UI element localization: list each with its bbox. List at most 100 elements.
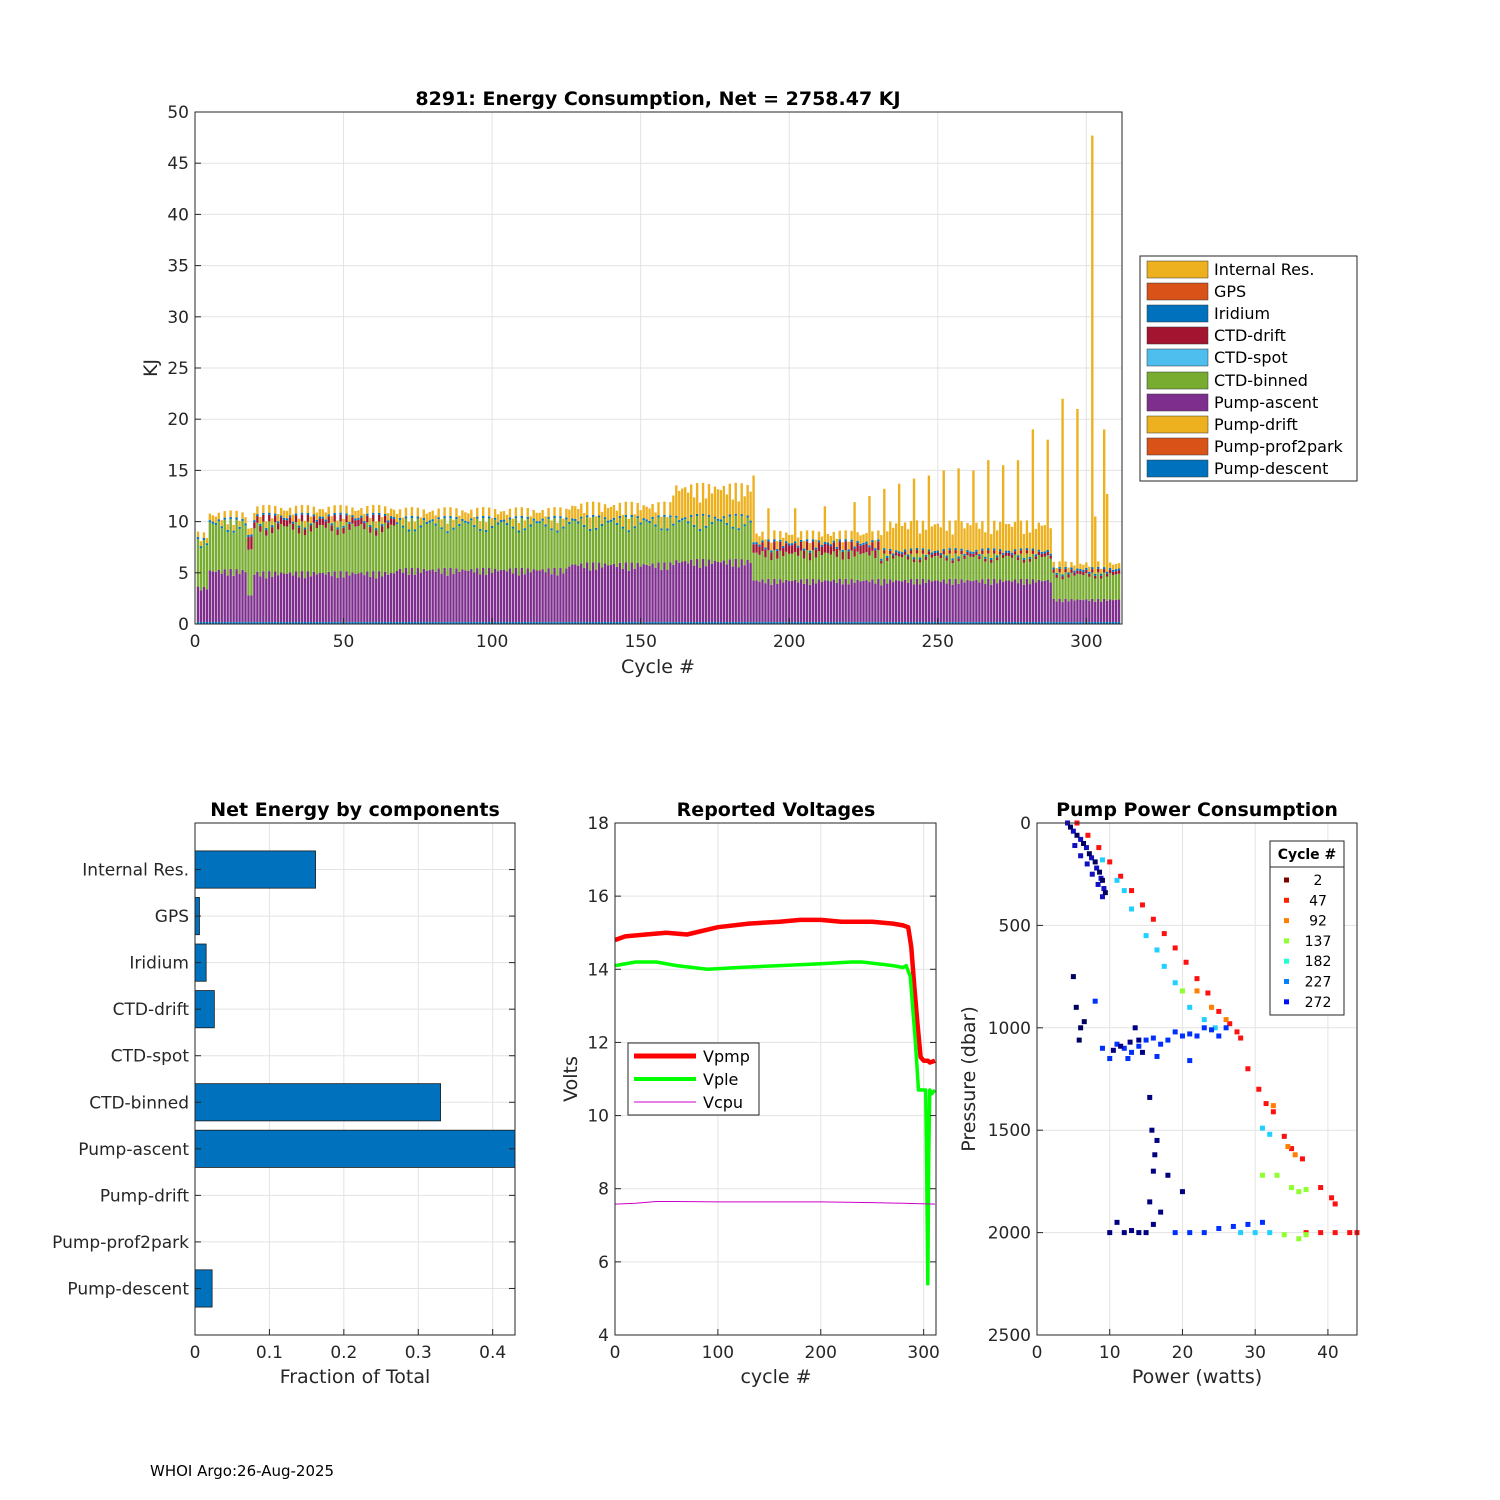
energy-y-tick-label: 10: [167, 513, 189, 533]
energy-bar-pump-ascent: [467, 570, 470, 622]
energy-bar-iridium: [470, 518, 473, 521]
energy-bar-pump-ascent: [889, 579, 892, 622]
energy-bar-internal-res: [226, 524, 229, 531]
energy-bar-internal-res: [707, 484, 711, 515]
energy-bar-internal-res: [701, 482, 705, 514]
energy-bar-pump-ascent: [672, 564, 675, 622]
energy-bar-internal-res: [621, 514, 625, 527]
pump-power-point: [1267, 1230, 1273, 1236]
energy-bar-pump-ascent: [782, 582, 785, 622]
energy-bar-iridium: [223, 517, 226, 520]
energy-bar-pump-descent: [360, 621, 363, 624]
energy-bar-iridium: [262, 512, 265, 515]
energy-bar-ctd-binned: [250, 549, 253, 596]
energy-bar-ctd-binned: [517, 532, 521, 576]
pump-power-point: [1081, 840, 1087, 846]
energy-bar-iridium: [250, 534, 253, 537]
energy-bar-pump-ascent: [663, 562, 666, 622]
energy-bar-iridium: [681, 518, 684, 521]
energy-bar-ctd-binned: [603, 519, 607, 564]
components-y-tick-label: CTD-spot: [111, 1047, 190, 1067]
energy-bar-pump-descent: [826, 621, 830, 624]
energy-bar-ctd-binned: [972, 556, 975, 582]
energy-bar-pump-ascent: [291, 575, 295, 622]
energy-bar-pump-ascent: [229, 568, 232, 622]
energy-bar-pump-ascent: [701, 558, 705, 622]
energy-bar-pump-ascent: [832, 579, 835, 622]
energy-bar-ctd-binned: [520, 518, 524, 568]
energy-bar-pump-ascent: [802, 583, 806, 622]
energy-bar-ctd-binned: [547, 518, 550, 569]
pump-power-point: [1143, 1037, 1149, 1043]
energy-bar-internal-res: [253, 512, 256, 521]
energy-bar-iridium: [464, 520, 467, 523]
energy-bar-pump-descent: [354, 621, 357, 624]
energy-bar-internal-res: [1100, 568, 1103, 574]
energy-bar-ctd-binned: [395, 524, 399, 572]
energy-bar-internal-res: [369, 518, 372, 525]
energy-bar-iridium: [357, 517, 360, 520]
energy-bar-pump-ascent: [826, 580, 830, 622]
pump-power-y-tick-label: 500: [999, 916, 1031, 936]
pump-power-point: [1147, 1094, 1153, 1100]
components-bar: [194, 1083, 441, 1122]
pump-power-point: [1161, 931, 1167, 937]
energy-bar-pump-descent: [440, 621, 443, 624]
pump-power-point: [1095, 881, 1101, 887]
pump-power-point: [1289, 1185, 1295, 1191]
energy-bar-iridium: [1025, 548, 1029, 551]
energy-bar-ctd-binned: [1094, 578, 1097, 602]
energy-bar-ctd-drift: [327, 516, 330, 523]
energy-bar-iridium: [960, 548, 963, 551]
energy-bar-iridium: [205, 543, 209, 546]
energy-bar-pump-descent: [514, 621, 518, 624]
energy-bar-ctd-binned: [660, 530, 663, 570]
energy-bar-pump-descent: [645, 621, 648, 624]
energy-bar-ctd-binned: [657, 517, 660, 563]
energy-bar-internal-res: [1037, 522, 1040, 550]
energy-bar-iridium: [1117, 568, 1121, 571]
energy-bar-pump-ascent: [440, 573, 443, 622]
energy-bar-pump-descent: [285, 621, 289, 624]
energy-bar-pump-descent: [892, 621, 895, 624]
energy-bar-pump-ascent: [993, 578, 996, 622]
energy-bar-pump-ascent: [764, 583, 767, 622]
pump-power-point: [1072, 843, 1078, 849]
energy-bar-internal-res: [1034, 528, 1038, 555]
energy-bar-ctd-binned: [687, 523, 690, 564]
energy-bar-iridium: [603, 517, 607, 520]
energy-bar-internal-res: [624, 501, 628, 515]
components-title: Net Energy by components: [210, 799, 500, 821]
energy-bar-internal-res: [957, 468, 960, 557]
energy-bar-pump-descent: [832, 621, 835, 624]
pump-power-y-tick-label: 1000: [988, 1019, 1031, 1039]
energy-bar-ctd-drift: [351, 517, 354, 524]
energy-bar-ctd-binned: [315, 527, 319, 575]
energy-bar-pump-ascent: [883, 578, 886, 622]
energy-bar-internal-res: [880, 535, 883, 559]
energy-bar-ctd-drift: [936, 552, 939, 556]
energy-bar-iridium: [535, 521, 538, 524]
energy-bar-ctd-binned: [951, 563, 954, 585]
energy-bar-internal-res: [523, 520, 526, 529]
energy-bar-pump-ascent: [217, 569, 220, 622]
energy-bar-pump-ascent: [624, 562, 628, 622]
energy-bar-internal-res: [499, 511, 503, 520]
energy-bar-internal-res: [675, 485, 678, 516]
energy-bar-ctd-binned: [380, 532, 384, 577]
energy-y-tick-label: 0: [178, 615, 189, 635]
energy-bar-iridium: [633, 526, 636, 529]
energy-bar-pump-descent: [731, 621, 734, 624]
energy-bar-ctd-drift: [372, 514, 375, 522]
energy-bar-pump-descent: [906, 621, 910, 624]
energy-y-tick-label: 5: [178, 564, 189, 584]
energy-bar-pump-descent: [553, 621, 556, 624]
energy-bar-pump-descent: [957, 621, 960, 624]
energy-bar-iridium: [553, 515, 556, 519]
energy-bar-pump-ascent: [796, 582, 800, 622]
energy-bar-internal-res: [487, 507, 491, 517]
voltages-x-tick-label: 0: [610, 1343, 621, 1363]
energy-bar-ctd-binned: [1111, 575, 1115, 601]
energy-bar-internal-res: [1111, 564, 1115, 570]
energy-bar-ctd-drift: [942, 551, 945, 555]
